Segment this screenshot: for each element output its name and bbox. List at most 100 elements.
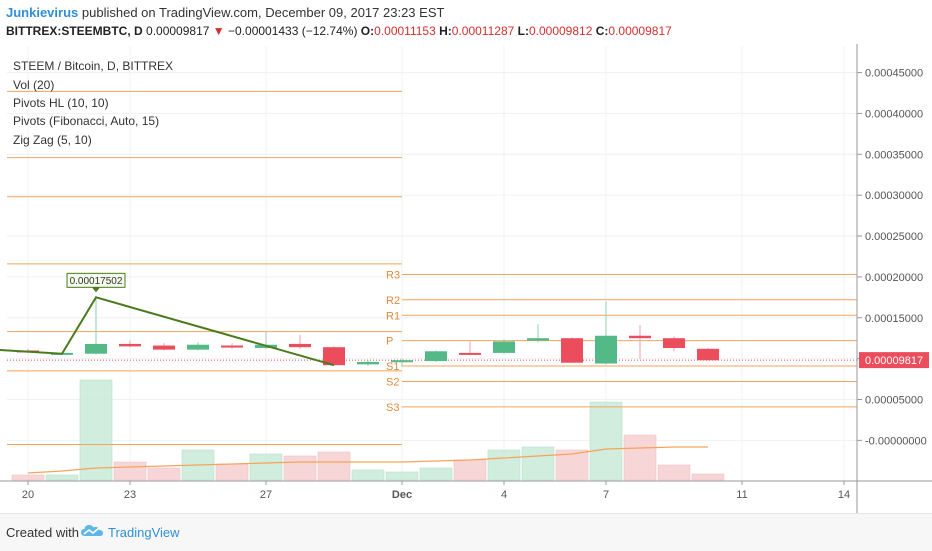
x-tick-label: 14 — [838, 489, 850, 501]
last-price-tag-text: 0.00009817 — [865, 355, 923, 367]
y-tick-label: 0.00025000 — [865, 231, 923, 243]
symbol-info: BITTREX:STEEMBTC, D 0.00009817 ▼ −0.0000… — [6, 24, 672, 38]
candle-body[interactable] — [391, 360, 413, 363]
candle-body[interactable] — [289, 343, 311, 348]
volume-bar — [589, 401, 623, 481]
candle-body[interactable] — [153, 345, 175, 350]
y-tick-label: 0.00040000 — [865, 108, 923, 120]
volume-bar — [521, 446, 555, 481]
published-text: published on TradingView.com, December 0… — [81, 5, 445, 20]
symbol-name: BITTREX:STEEMBTC, D — [6, 24, 143, 38]
legend-pivots-hl[interactable]: Pivots HL (10, 10) — [13, 96, 109, 110]
volume-bar — [657, 464, 691, 481]
candle-body[interactable] — [663, 338, 685, 349]
volume-ma-line — [27, 446, 708, 474]
volume-bar — [147, 467, 181, 481]
y-tick-label: 0.00015000 — [865, 313, 923, 325]
low-label: L: — [517, 24, 529, 38]
x-tick-label: 20 — [22, 489, 34, 501]
chart-background — [0, 44, 932, 513]
x-tick-label: Dec — [392, 489, 412, 501]
volume-bar — [249, 453, 283, 481]
y-tick-label: 0.00005000 — [865, 394, 923, 406]
close-label: C: — [595, 24, 609, 38]
y-tick-label: 0.00020000 — [865, 272, 923, 284]
x-tick-label: 11 — [736, 489, 747, 501]
candle-body[interactable] — [459, 352, 481, 355]
pivot-level-label: R2 — [386, 295, 400, 307]
volume-bar — [487, 449, 521, 481]
close-value: 0.00009817 — [608, 24, 672, 38]
x-tick-label: 7 — [603, 489, 609, 501]
pivot-level-label: R3 — [386, 269, 400, 281]
legend-pivots-fib[interactable]: Pivots (Fibonacci, Auto, 15) — [13, 114, 159, 128]
candle-body[interactable] — [595, 335, 617, 364]
last-price-tag — [859, 352, 929, 369]
pivot-level-label: S3 — [386, 402, 399, 414]
volume-bar — [691, 473, 725, 481]
volume-bar — [45, 474, 79, 481]
publish-info: Junkievirus published on TradingView.com… — [6, 5, 444, 20]
footer: Created with TradingView — [0, 513, 932, 551]
candle-body[interactable] — [119, 343, 141, 347]
volume-bar — [453, 459, 487, 481]
y-tick-label: 0.00030000 — [865, 190, 923, 202]
candle-body[interactable] — [323, 347, 345, 366]
candle-body[interactable] — [527, 338, 549, 341]
tradingview-cloud-logo-icon[interactable] — [80, 522, 104, 538]
candle-body[interactable] — [425, 351, 447, 362]
created-with-text: Created with — [6, 525, 79, 540]
volume-bar — [317, 451, 351, 481]
pivot-level-label: S1 — [386, 361, 399, 373]
volume-bar — [385, 471, 419, 481]
y-tick-label: -0.00000000 — [865, 435, 927, 447]
candle-body[interactable] — [629, 335, 651, 339]
author-link[interactable]: Junkievirus — [6, 5, 79, 20]
candle-body[interactable] — [221, 345, 243, 348]
candle-body[interactable] — [357, 361, 379, 365]
chart-grid — [7, 46, 857, 480]
zigzag-label-text: 0.00017502 — [70, 276, 123, 287]
pivot-level-label: P — [386, 336, 393, 348]
pivot-level-label: S2 — [386, 377, 399, 389]
volume-bar — [283, 455, 317, 481]
open-label: O: — [360, 24, 375, 38]
chart-legend: STEEM / Bitcoin, D, BITTREX Vol (20) Piv… — [13, 59, 173, 147]
low-value: 0.00009812 — [528, 24, 593, 38]
y-tick-label: 0.00035000 — [865, 149, 923, 161]
change-value: −0.00001433 (−12.74%) — [228, 24, 358, 38]
candle-body[interactable] — [561, 338, 583, 363]
candle-body[interactable] — [187, 344, 209, 350]
open-value: 0.00011153 — [374, 24, 436, 38]
zigzag-line — [0, 296, 335, 367]
volume-bar — [351, 469, 385, 481]
candle-body[interactable] — [85, 343, 107, 354]
chart-header: Junkievirus published on TradingView.com… — [0, 0, 932, 44]
legend-zigzag[interactable]: Zig Zag (5, 10) — [13, 133, 92, 147]
zigzag-indicator: 0.00017502 — [0, 272, 335, 367]
pivot-level-label: R1 — [386, 310, 400, 322]
pivot-levels: R3 R2 R1 P S1 S2 S3 — [7, 90, 857, 445]
candle-body[interactable] — [493, 341, 515, 353]
legend-volume[interactable]: Vol (20) — [13, 78, 54, 92]
legend-main[interactable]: STEEM / Bitcoin, D, BITTREX — [13, 59, 173, 73]
y-tick-label: 0.00045000 — [865, 68, 923, 80]
tradingview-brand-link[interactable]: TradingView — [108, 525, 180, 540]
last-value: 0.00009817 — [146, 24, 210, 38]
high-label: H: — [439, 24, 452, 38]
down-arrow-icon: ▼ — [212, 24, 225, 38]
volume-bar — [419, 467, 453, 481]
volume-bar — [113, 461, 147, 481]
candle-body[interactable] — [697, 348, 719, 361]
x-tick-label: 27 — [260, 489, 272, 501]
high-value: 0.00011287 — [451, 24, 515, 38]
volume-bar — [11, 474, 45, 481]
volume-pane — [11, 379, 725, 481]
x-tick-label: 4 — [501, 489, 507, 501]
zigzag-label-pointer — [92, 287, 100, 293]
x-tick-label: 23 — [124, 489, 136, 501]
chart-axes: 0.00045000 0.00040000 0.00035000 0.00030000… — [0, 44, 932, 513]
volume-bar — [623, 434, 657, 481]
volume-bar — [79, 379, 113, 481]
